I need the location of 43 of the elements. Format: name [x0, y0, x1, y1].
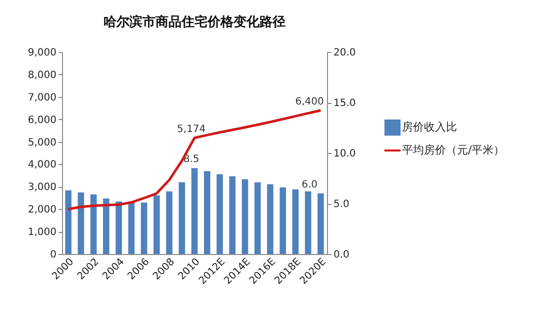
bar: [78, 192, 84, 254]
bar: [140, 202, 148, 254]
bar: [267, 184, 274, 254]
y-tick-label: 2,000: [28, 204, 56, 216]
data-label: 6.0: [302, 179, 318, 190]
bar: [116, 201, 122, 254]
y2-tick-label: 10.0: [334, 148, 356, 160]
line-series: [67, 109, 322, 210]
bar: [103, 198, 110, 254]
bar: [128, 202, 135, 254]
legend-label: 平均房价（元/平米）: [402, 144, 505, 156]
bar: [191, 168, 198, 254]
bar: [304, 191, 312, 254]
y-tick-label: 3,000: [28, 182, 56, 194]
bar: [280, 187, 286, 254]
y-tick-label: 8,000: [28, 70, 56, 81]
legend-label: 房价收入比: [402, 120, 457, 134]
bar: [166, 191, 172, 254]
y-tick-label: 1,000: [28, 227, 56, 238]
bar: [153, 195, 160, 254]
data-label: 6,400: [295, 96, 324, 108]
data-label: 5,174: [177, 124, 206, 135]
bar: [90, 194, 97, 254]
bar: [204, 171, 210, 254]
y-tick-label: 4,000: [28, 160, 56, 171]
y-tick-label: 7,000: [28, 92, 56, 104]
y2-tick-label: 20.0: [334, 48, 356, 58]
bar: [254, 182, 261, 254]
bar: [318, 193, 324, 254]
y-tick-label: 0: [50, 250, 56, 260]
y-tick-label: 5,000: [28, 137, 56, 148]
bar: [65, 190, 72, 254]
bar: [229, 176, 236, 254]
y2-tick-label: 15.0: [334, 98, 356, 109]
y-tick-label: 9,000: [28, 48, 56, 58]
bar: [178, 182, 186, 254]
y2-tick-label: 5.0: [334, 199, 350, 210]
bar: [242, 179, 248, 254]
y-tick-label: 6,000: [28, 114, 56, 126]
bar: [216, 174, 223, 254]
y2-tick-label: 0.0: [334, 250, 350, 260]
bar: [292, 189, 299, 254]
chart-title: 哈尔滨市商品住宅价格变化路径: [104, 14, 286, 30]
